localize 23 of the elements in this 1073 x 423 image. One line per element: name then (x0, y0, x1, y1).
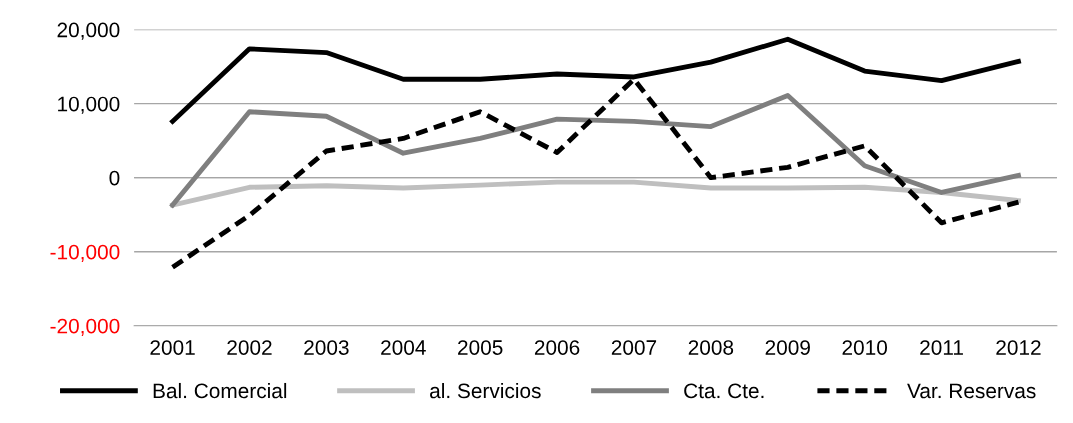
y-tick-label: -10,000 (50, 244, 120, 262)
x-tick-label: 2009 (765, 340, 810, 355)
x-tick-label: 2002 (227, 340, 272, 355)
x-tick-label: 2001 (150, 340, 195, 355)
x-tick-label: 2006 (534, 340, 580, 355)
x-tick-label: 2004 (381, 340, 426, 355)
line-series (170, 93, 1021, 208)
x-tick-label: 2007 (611, 340, 657, 355)
x-tick-label: 2008 (688, 340, 734, 355)
x-tick-label: 2005 (458, 340, 503, 355)
x-tick-label: 2012 (996, 340, 1041, 355)
legend-label: Bal. Comercial (153, 382, 287, 399)
x-tick-label: 2010 (842, 340, 888, 355)
legend-label: Cta. Cte. (684, 383, 764, 399)
x-tick-label: 2003 (304, 340, 349, 355)
y-tick-label: 10,000 (58, 96, 120, 114)
line-series (170, 179, 1021, 208)
y-tick-label: 20,000 (57, 22, 120, 40)
y-tick-label: 0 (109, 170, 120, 186)
legend-label: al. Servicios (430, 382, 541, 399)
y-tick-label: -20,000 (50, 318, 120, 336)
x-tick-label: 2011 (920, 340, 963, 355)
legend-label: Var. Reservas (907, 383, 1036, 399)
